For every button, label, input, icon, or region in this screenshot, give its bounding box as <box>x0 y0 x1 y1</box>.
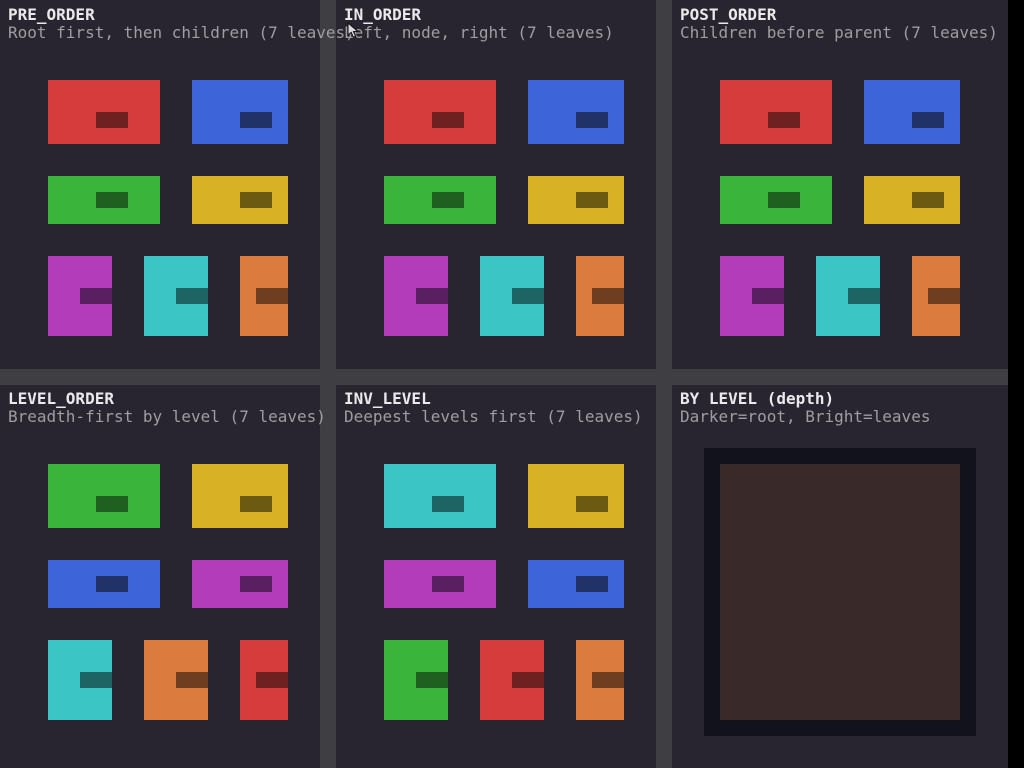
leaf-block-yellow <box>192 176 288 224</box>
leaf-inner-bar <box>576 496 608 512</box>
leaf-inner-bar <box>512 672 544 688</box>
panel-post-order: POST_ORDER Children before parent (7 lea… <box>672 0 1008 384</box>
panel-level-order: LEVEL_ORDER Breadth-first by level (7 le… <box>0 384 336 768</box>
leaf-inner-bar <box>768 192 800 208</box>
panel-subtitle: Children before parent (7 leaves) <box>680 23 998 42</box>
panel-title: PRE_ORDER <box>8 5 95 24</box>
right-edge-strip <box>1008 0 1024 768</box>
leaf-block-magenta <box>384 560 496 608</box>
leaf-block-orange <box>576 640 624 720</box>
leaf-inner-bar <box>80 288 112 304</box>
depth-square-canvas <box>672 384 1008 768</box>
leaf-block-blue <box>528 80 624 144</box>
leaf-block-yellow <box>192 464 288 528</box>
leaf-inner-bar <box>432 496 464 512</box>
panel-in-order: IN_ORDER Left, node, right (7 leaves) <box>336 0 672 384</box>
leaf-block-orange <box>144 640 208 720</box>
leaf-block-cyan <box>48 640 112 720</box>
depth-square-root <box>704 448 976 736</box>
leaf-inner-bar <box>592 288 624 304</box>
leaf-block-orange <box>240 256 288 336</box>
leaf-inner-bar <box>176 672 208 688</box>
leaf-block-red <box>48 80 160 144</box>
leaf-block-red <box>720 80 832 144</box>
panel-subtitle: Deepest levels first (7 leaves) <box>344 407 643 426</box>
leaf-block-green <box>48 464 160 528</box>
leaf-block-orange <box>912 256 960 336</box>
panel-inv-level: INV_LEVEL Deepest levels first (7 leaves… <box>336 384 672 768</box>
leaf-block-magenta <box>48 256 112 336</box>
leaf-inner-bar <box>576 192 608 208</box>
leaf-block-green <box>384 176 496 224</box>
leaf-inner-bar <box>176 288 208 304</box>
leaf-block-orange <box>576 256 624 336</box>
leaf-blocks-canvas <box>336 0 672 384</box>
leaf-block-green <box>48 176 160 224</box>
leaf-inner-bar <box>256 288 288 304</box>
leaf-block-magenta <box>720 256 784 336</box>
leaf-inner-bar <box>96 496 128 512</box>
leaf-block-cyan <box>144 256 208 336</box>
leaf-blocks-canvas <box>0 384 336 768</box>
leaf-inner-bar <box>96 576 128 592</box>
leaf-inner-bar <box>592 672 624 688</box>
depth-square-inner <box>720 464 960 720</box>
leaf-inner-bar <box>432 112 464 128</box>
leaf-block-red <box>480 640 544 720</box>
panel-title: IN_ORDER <box>344 5 422 24</box>
leaf-inner-bar <box>432 192 464 208</box>
leaf-inner-bar <box>256 672 288 688</box>
leaf-inner-bar <box>432 576 464 592</box>
leaf-inner-bar <box>912 192 944 208</box>
leaf-inner-bar <box>912 112 944 128</box>
leaf-inner-bar <box>240 496 272 512</box>
leaf-block-cyan <box>816 256 880 336</box>
leaf-block-blue <box>192 80 288 144</box>
mouse-cursor-icon <box>347 22 360 38</box>
leaf-block-cyan <box>480 256 544 336</box>
panel-title: POST_ORDER <box>680 5 777 24</box>
leaf-blocks-canvas <box>0 0 336 384</box>
panel-subtitle: Root first, then children (7 leaves) <box>8 23 355 42</box>
leaf-inner-bar <box>928 288 960 304</box>
panel-title: INV_LEVEL <box>344 389 431 408</box>
leaf-block-red <box>384 80 496 144</box>
leaf-block-yellow <box>528 176 624 224</box>
leaf-inner-bar <box>240 192 272 208</box>
leaf-block-red <box>240 640 288 720</box>
leaf-block-blue <box>48 560 160 608</box>
panel-title: LEVEL_ORDER <box>8 389 114 408</box>
leaf-block-green <box>720 176 832 224</box>
leaf-inner-bar <box>576 112 608 128</box>
leaf-inner-bar <box>576 576 608 592</box>
leaf-block-green <box>384 640 448 720</box>
leaf-blocks-canvas <box>672 0 1008 384</box>
leaf-inner-bar <box>752 288 784 304</box>
leaf-inner-bar <box>768 112 800 128</box>
panel-title: BY LEVEL (depth) <box>680 389 835 408</box>
leaf-inner-bar <box>512 288 544 304</box>
panel-subtitle: Left, node, right (7 leaves) <box>344 23 614 42</box>
leaf-blocks-canvas <box>336 384 672 768</box>
leaf-inner-bar <box>416 672 448 688</box>
leaf-inner-bar <box>80 672 112 688</box>
leaf-inner-bar <box>416 288 448 304</box>
leaf-inner-bar <box>96 112 128 128</box>
leaf-inner-bar <box>96 192 128 208</box>
leaf-block-blue <box>528 560 624 608</box>
panel-subtitle: Breadth-first by level (7 leaves) <box>8 407 326 426</box>
leaf-block-yellow <box>528 464 624 528</box>
leaf-block-magenta <box>384 256 448 336</box>
horizontal-divider <box>0 369 1008 385</box>
leaf-block-blue <box>864 80 960 144</box>
leaf-inner-bar <box>848 288 880 304</box>
leaf-inner-bar <box>240 112 272 128</box>
leaf-block-magenta <box>192 560 288 608</box>
panel-subtitle: Darker=root, Bright=leaves <box>680 407 931 426</box>
panel-pre-order: PRE_ORDER Root first, then children (7 l… <box>0 0 355 384</box>
panel-by-level: BY LEVEL (depth) Darker=root, Bright=lea… <box>672 384 1008 768</box>
leaf-inner-bar <box>240 576 272 592</box>
leaf-block-cyan <box>384 464 496 528</box>
leaf-block-yellow <box>864 176 960 224</box>
